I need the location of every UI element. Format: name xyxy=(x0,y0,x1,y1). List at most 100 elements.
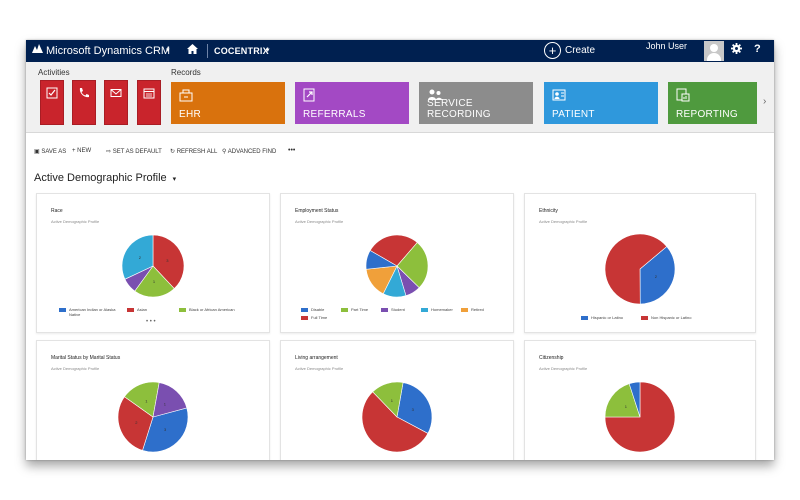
appointment-icon xyxy=(143,88,155,99)
chart-card-employment-status[interactable]: Employment Status Active Demographic Pro… xyxy=(280,193,514,333)
pie-slice[interactable] xyxy=(365,250,398,270)
chart-card-marital-status[interactable]: Marital Status by Marital Status Active … xyxy=(36,340,270,460)
chart-title: Employment Status xyxy=(295,208,339,214)
legend-swatch xyxy=(381,307,388,312)
chart-card-ethnicity[interactable]: Ethnicity Active Demographic Profile 2 H… xyxy=(524,193,756,333)
chart-subtitle: Active Demographic Profile xyxy=(539,219,588,224)
avatar-body-shape xyxy=(707,53,721,61)
reporting-icon xyxy=(676,88,690,102)
create-button[interactable]: + Create xyxy=(544,42,595,59)
legend-swatch xyxy=(641,315,648,320)
user-avatar[interactable] xyxy=(704,41,724,61)
chart-card-living-arrangement[interactable]: Living arrangement Active Demographic Pr… xyxy=(280,340,514,460)
tile-service-recording[interactable]: SERVICE RECORDING xyxy=(419,82,533,124)
legend-item: Non Hispanic or Latino xyxy=(641,315,691,320)
legend-label: Student xyxy=(391,307,405,312)
pie-slice[interactable] xyxy=(372,381,404,418)
pie-data-label: 3 xyxy=(412,407,415,412)
dynamics-logo-icon xyxy=(32,44,43,53)
help-button[interactable]: ? xyxy=(754,43,761,55)
app-logo[interactable] xyxy=(32,44,43,53)
pie-data-label: 2 xyxy=(655,274,658,279)
home-icon[interactable] xyxy=(187,43,198,57)
legend-more-button[interactable]: • • • xyxy=(146,319,156,325)
app-title-chevron-icon[interactable]: ▾ xyxy=(166,47,170,54)
org-chevron-icon[interactable]: ▾ xyxy=(266,47,270,54)
refresh-all-button[interactable]: ↻ REFRESH ALL xyxy=(170,149,218,155)
pie-slice[interactable] xyxy=(121,234,154,280)
chart-legend: American Indian or Alaska Native Asian B… xyxy=(59,307,259,317)
activity-phone-button[interactable] xyxy=(72,80,96,125)
legend-item: Full Time xyxy=(301,315,331,320)
nav-divider xyxy=(207,44,208,58)
advanced-find-button[interactable]: ⚲ ADVANCED FIND xyxy=(222,149,277,155)
gear-icon[interactable] xyxy=(731,43,742,57)
pie-slice[interactable] xyxy=(628,381,641,418)
tile-service-recording-label: SERVICE RECORDING xyxy=(427,98,491,120)
new-label: NEW xyxy=(77,148,92,154)
legend-label: Homemaker xyxy=(431,307,453,312)
pie-slice[interactable] xyxy=(124,381,160,418)
pie-slice[interactable] xyxy=(152,234,185,290)
pie-slice[interactable] xyxy=(152,382,188,418)
chart-subtitle: Active Demographic Profile xyxy=(51,366,100,371)
tile-referrals[interactable]: REFERRALS xyxy=(295,82,409,124)
legend-item: Black or African American xyxy=(179,307,237,317)
pie-slice[interactable] xyxy=(369,234,418,267)
set-default-button[interactable]: ⇨ SET AS DEFAULT xyxy=(106,149,162,155)
pie-slice[interactable] xyxy=(142,407,189,453)
chart-card-citizenship[interactable]: Citizenship Active Demographic Profile 1 xyxy=(524,340,756,460)
pie-data-label: 2 xyxy=(139,255,142,260)
new-button[interactable]: + NEW xyxy=(72,148,92,154)
chart-subtitle: Active Demographic Profile xyxy=(539,366,588,371)
records-label: Records xyxy=(171,68,201,77)
more-commands-button[interactable]: ••• xyxy=(288,147,296,154)
task-icon xyxy=(46,87,58,99)
activity-email-button[interactable] xyxy=(104,80,128,125)
legend-label: American Indian or Alaska Native xyxy=(69,307,116,317)
pie-slice[interactable] xyxy=(639,246,676,305)
avatar-head-shape xyxy=(710,44,718,52)
legend-swatch xyxy=(421,307,428,312)
pie-slice[interactable] xyxy=(134,265,175,298)
org-name[interactable]: COCENTRIX xyxy=(214,46,269,56)
ehr-icon xyxy=(179,89,193,102)
user-name[interactable]: John User xyxy=(646,41,688,51)
pie-data-label: 1 xyxy=(145,398,148,403)
chart-subtitle: Active Demographic Profile xyxy=(51,219,100,224)
save-as-button[interactable]: ▣ SAVE AS xyxy=(34,149,67,155)
pie-slice[interactable] xyxy=(361,391,429,453)
create-label: Create xyxy=(565,45,596,56)
app-title[interactable]: Microsoft Dynamics CRM xyxy=(46,45,171,57)
tile-ehr[interactable]: EHR xyxy=(171,82,285,124)
activity-appointment-button[interactable] xyxy=(137,80,161,125)
tile-reporting[interactable]: REPORTING xyxy=(668,82,757,124)
chart-card-race[interactable]: Race Active Demographic Profile 3 1 2 Amer… xyxy=(36,193,270,333)
pie-data-label: 3 xyxy=(164,427,167,432)
pie-data-label: 1 xyxy=(153,279,156,284)
tile-patient[interactable]: PATIENT xyxy=(544,82,658,124)
pie-slice[interactable] xyxy=(604,233,668,305)
plus-circle-icon: + xyxy=(544,42,561,59)
phone-icon xyxy=(79,88,89,98)
legend-label: Black or African American xyxy=(189,307,235,312)
pie-slice[interactable] xyxy=(396,382,433,434)
activity-task-button[interactable] xyxy=(40,80,64,125)
legend-swatch xyxy=(461,307,468,312)
pie-slice[interactable] xyxy=(396,242,429,289)
tile-referrals-label: REFERRALS xyxy=(303,109,366,120)
pie-data-label: 1 xyxy=(164,402,167,407)
pie-slice[interactable] xyxy=(117,396,154,451)
legend-item: Part Time xyxy=(341,307,371,312)
patient-icon xyxy=(552,89,566,101)
chevron-right-icon[interactable]: › xyxy=(763,96,767,107)
pie-slice[interactable] xyxy=(604,381,676,453)
tile-patient-label: PATIENT xyxy=(552,109,595,120)
pie-data-label: 3 xyxy=(166,258,169,263)
pie-data-label: 1 xyxy=(391,398,394,403)
pie-chart-employment-status xyxy=(365,234,429,298)
pie-chart-marital-status: 3 2 1 1 xyxy=(117,381,189,453)
page-title[interactable]: Active Demographic Profile ▾ xyxy=(34,172,176,184)
pie-slice[interactable] xyxy=(604,383,641,418)
refresh-all-label: REFRESH ALL xyxy=(176,149,218,155)
